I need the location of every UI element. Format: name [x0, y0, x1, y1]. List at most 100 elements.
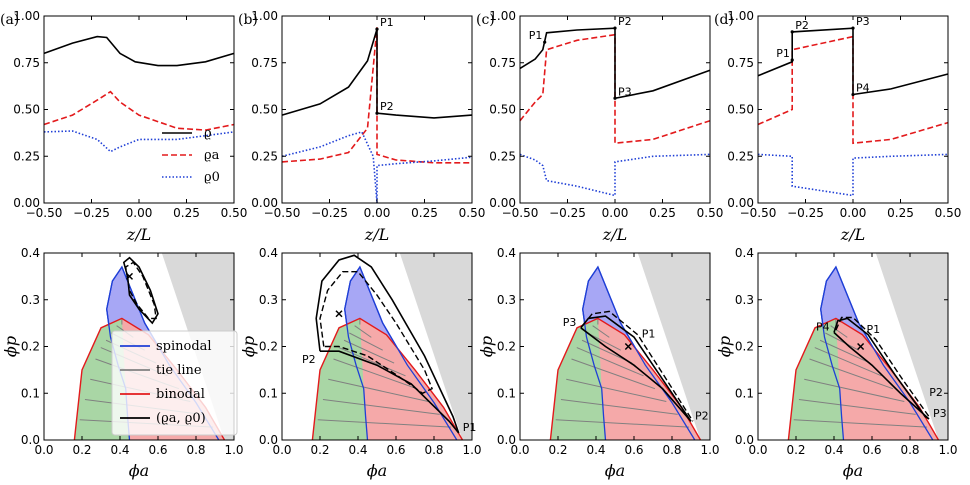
mean-marker [335, 310, 343, 318]
tie-line [322, 398, 440, 415]
spinodal-curve [344, 265, 458, 440]
binodal-left-region [788, 318, 844, 440]
panel-label: (c) [476, 12, 495, 28]
y-tick-label: 0.3 [21, 293, 40, 307]
x-tick-label: 0.2 [548, 443, 567, 457]
forbidden-region [875, 253, 948, 440]
point-marker [375, 111, 379, 115]
legend-label: ϱa [204, 148, 220, 163]
bottom-panel-2: 0.0 0.2 0.4 0.6 0.8 1.00.00.10.20.30.4ϕaϕpP1P… [239, 246, 482, 480]
legend-label: tie line [156, 363, 202, 378]
series-rho-line [43, 35, 235, 67]
top-panel-2: −0.50 −0.25 0.00 0.25 0.50 0.00 0.25 0.50 0.75 1.… [238, 9, 485, 244]
y-tick-label: 0.25 [251, 149, 278, 163]
y-tick-label: 0.1 [259, 386, 278, 400]
series-rho-line [281, 28, 473, 119]
y-tick-label: 0.1 [735, 386, 754, 400]
x-tick-label: 0.50 [459, 206, 486, 220]
forbidden-region [399, 253, 472, 440]
series-rho-a-line [757, 35, 949, 145]
y-axis-label: ϕp [239, 336, 258, 357]
y-tick-label: 0.4 [21, 246, 40, 260]
binodal-left-region [312, 318, 368, 440]
x-tick-label: 0.0 [34, 443, 53, 457]
y-tick-label: 0.75 [727, 56, 754, 70]
tie-line [830, 325, 848, 338]
x-tick-label: 0.50 [935, 206, 962, 220]
y-tick-label: 1.00 [251, 9, 278, 23]
tie-line [354, 325, 372, 338]
x-tick-label: 0.0 [510, 443, 529, 457]
y-tick-label: 0.50 [13, 103, 40, 117]
x-axis-label: z/L [602, 225, 627, 244]
x-tick-label: 0.00 [364, 206, 391, 220]
trajectory-dashed [319, 271, 433, 395]
bottom-panel-3: 0.0 0.2 0.4 0.6 0.8 1.00.00.10.20.30.4ϕaϕpP1P… [477, 246, 720, 480]
x-tick-label: 0.25 [173, 206, 200, 220]
y-tick-label: 0.1 [21, 386, 40, 400]
x-tick-label: 1.0 [938, 443, 957, 457]
y-tick-label: 0.25 [13, 149, 40, 163]
x-axis-label: ϕa [605, 461, 625, 480]
tie-line [592, 325, 610, 338]
y-tick-label: 1.00 [13, 9, 40, 23]
forbidden-region [637, 253, 710, 440]
y-tick-label: 0.4 [497, 246, 516, 260]
point-label: P4 [856, 82, 870, 95]
x-tick-label: 0.0 [748, 443, 767, 457]
y-tick-label: 1.00 [489, 9, 516, 23]
y-tick-label: 0.2 [497, 340, 516, 354]
top-panel-4: −0.50 −0.25 0.00 0.25 0.50 0.00 0.25 0.50 0.75 1.… [714, 9, 961, 244]
x-tick-label: 1.0 [224, 443, 243, 457]
point-label: P2 [795, 19, 809, 32]
series-rho-line [519, 27, 711, 100]
x-tick-label: 0.00 [126, 206, 153, 220]
point-marker [613, 96, 617, 100]
x-tick-label: 0.6 [148, 443, 167, 457]
y-tick-label: 0.50 [251, 103, 278, 117]
legend-label: (ϱa, ϱ0) [156, 411, 206, 426]
x-tick-label: −0.25 [787, 206, 824, 220]
point-label: P1 [642, 327, 656, 340]
x-tick-label: 0.2 [310, 443, 329, 457]
point-label: P4 [816, 320, 830, 333]
plot-area [787, 253, 948, 440]
top-row: −0.50 −0.25 0.00 0.25 0.500.000.250.500.751.… [0, 9, 961, 244]
x-tick-label: 1.0 [700, 443, 719, 457]
x-tick-label: −0.25 [549, 206, 586, 220]
x-axis-label: z/L [364, 225, 389, 244]
point-label: P3 [563, 316, 577, 329]
x-tick-label: 0.2 [786, 443, 805, 457]
x-tick-label: 0.8 [662, 443, 681, 457]
tie-line [328, 378, 429, 402]
x-tick-label: 0.00 [840, 206, 867, 220]
tie-line [338, 347, 406, 377]
point-label: P1 [380, 16, 394, 29]
point-label: P1 [776, 47, 790, 60]
panel-label: (b) [238, 12, 258, 28]
point-label: P2 [695, 409, 709, 422]
spinodal-curve [582, 265, 696, 440]
x-tick-label: 0.6 [624, 443, 643, 457]
plot-area [549, 253, 710, 440]
y-axis-label: ϕp [477, 336, 496, 357]
tie-line [793, 419, 928, 428]
trajectory-solid [122, 256, 159, 325]
y-tick-label: 0.75 [251, 56, 278, 70]
tie-line [343, 339, 395, 364]
x-tick-label: 0.50 [697, 206, 724, 220]
x-tick-label: 0.25 [411, 206, 438, 220]
series-rho-a-line [43, 90, 235, 131]
tie-line [798, 398, 916, 415]
series-rho-0-line [757, 153, 949, 197]
y-tick-label: 0.75 [13, 56, 40, 70]
x-axis-label: ϕa [843, 461, 863, 480]
tie-line [809, 358, 894, 390]
x-tick-label: 0.25 [887, 206, 914, 220]
series-rho-line [757, 27, 949, 96]
y-tick-label: 0.50 [727, 103, 754, 117]
y-tick-label: 0.2 [259, 340, 278, 354]
tie-line [349, 332, 383, 351]
tie-line [566, 378, 667, 402]
